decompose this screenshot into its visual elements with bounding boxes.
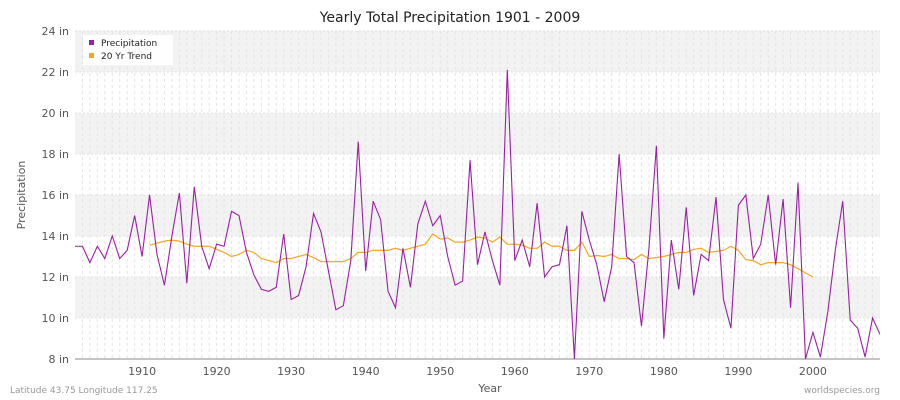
x-tick-label: 1940 (352, 365, 380, 378)
chart-title: Yearly Total Precipitation 1901 - 2009 (319, 10, 581, 26)
x-tick-label: 1980 (650, 365, 678, 378)
legend-box (83, 35, 173, 65)
y-tick-label: 10 in (41, 312, 69, 325)
trend-series-line (149, 233, 814, 278)
legend-label-precipitation: Precipitation (101, 39, 157, 49)
x-tick-label: 1910 (128, 365, 156, 378)
y-tick-label: 24 in (41, 25, 69, 38)
footer-source: worldspecies.org (804, 386, 880, 396)
legend-label-trend: 20 Yr Trend (101, 52, 152, 62)
legend-swatch-precipitation (89, 40, 94, 45)
series-lines (75, 69, 880, 360)
y-tick-label: 14 in (41, 230, 69, 243)
x-tick-label: 1960 (501, 365, 529, 378)
y-tick-label: 22 in (41, 66, 69, 79)
x-tick-label: 1920 (203, 365, 231, 378)
x-tick-label: 1970 (575, 365, 603, 378)
y-tick-label: 16 in (41, 189, 69, 202)
x-tick-label: 1950 (426, 365, 454, 378)
x-tick-labels: 1910 1920 1930 1940 1950 1960 1970 1980 1990 2000 (128, 365, 827, 378)
x-tick-label: 1930 (277, 365, 305, 378)
x-tick-label: 2000 (799, 365, 827, 378)
y-axis-title: Precipitation (15, 161, 28, 230)
y-tick-label: 18 in (41, 148, 69, 161)
footer-location: Latitude 43.75 Longitude 117.25 (10, 386, 158, 396)
x-axis-title: Year (477, 382, 502, 395)
legend: Precipitation 20 Yr Trend (83, 35, 173, 65)
y-tick-label: 8 in (48, 353, 69, 366)
legend-swatch-trend (89, 53, 94, 58)
x-tick-label: 1990 (724, 365, 752, 378)
y-tick-label: 12 in (41, 271, 69, 284)
precipitation-series-line (75, 69, 880, 360)
y-tick-label: 20 in (41, 107, 69, 120)
y-tick-labels: 8 in 10 in 12 in 14 in 16 in 18 in 20 in 22 in 2… (41, 25, 69, 366)
